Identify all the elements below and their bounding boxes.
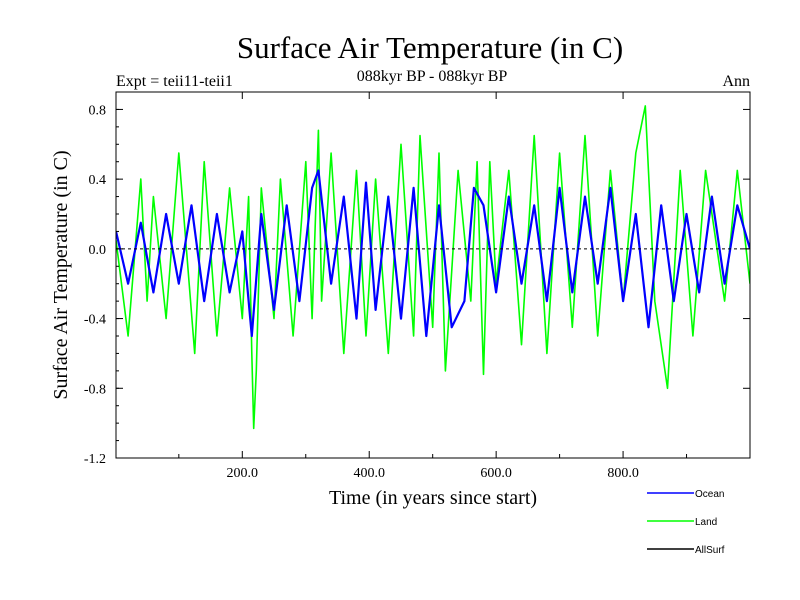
x-axis: 200.0 400.0 600.0 800.0 — [178, 92, 688, 481]
y-tick-label: -0.4 — [84, 313, 106, 328]
season-label: Ann — [722, 73, 750, 90]
y-tick-label: 0.4 — [89, 173, 107, 188]
y-axis-label: Surface Air Temperature (in C) — [50, 150, 72, 399]
x-tick-label: 200.0 — [227, 466, 259, 481]
experiment-label: Expt = teii11-teii1 — [116, 73, 233, 90]
y-tick-label: 0.8 — [89, 103, 107, 118]
x-tick-label: 800.0 — [607, 466, 639, 481]
series-line-ocean — [116, 169, 750, 338]
chart-subtitle: 088kyr BP - 088kyr BP — [357, 68, 508, 85]
legend-label-land: Land — [695, 517, 717, 528]
x-axis-label: Time (in years since start) — [329, 487, 537, 509]
x-tick-label: 600.0 — [480, 466, 512, 481]
legend-label-allsurf: AllSurf — [695, 545, 725, 556]
chart-title: Surface Air Temperature (in C) — [237, 30, 623, 65]
y-tick-label: 0.0 — [89, 243, 107, 258]
y-tick-label: -0.8 — [84, 382, 106, 397]
y-tick-label: -1.2 — [84, 452, 106, 467]
legend-label-ocean: Ocean — [695, 489, 724, 500]
series-layer — [116, 105, 750, 430]
x-tick-label: 400.0 — [353, 466, 385, 481]
y-axis: 0.8 0.4 0.0 -0.4 -0.8 -1.2 — [84, 91, 750, 467]
legend: Ocean Land AllSurf — [647, 489, 725, 556]
